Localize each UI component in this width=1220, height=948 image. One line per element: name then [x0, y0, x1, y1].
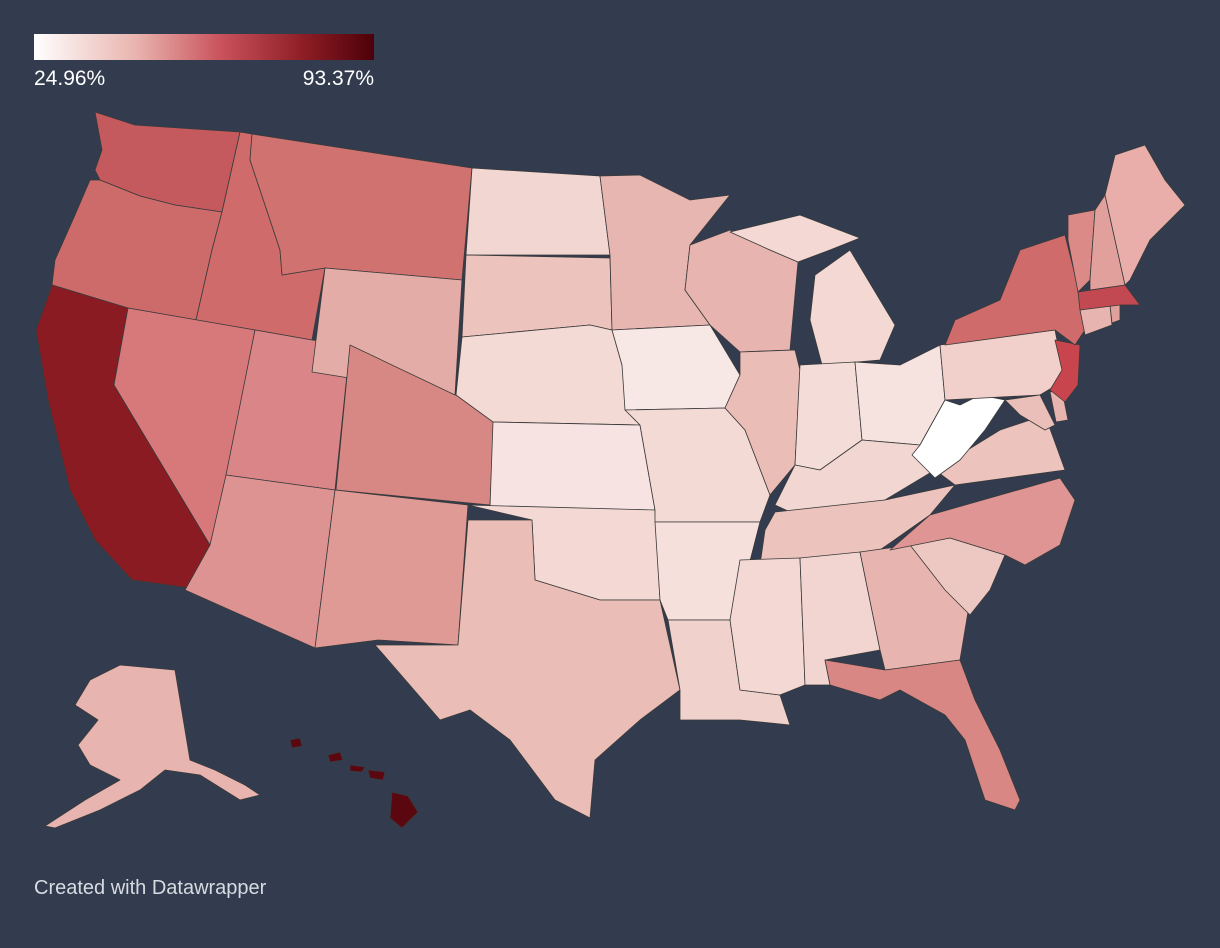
state-michigan[interactable]: [729, 214, 896, 366]
legend-gradient-bar: [34, 34, 374, 60]
state-alaska[interactable]: [44, 664, 261, 829]
state-vermont[interactable]: [1067, 209, 1096, 293]
state-north-carolina[interactable]: [889, 477, 1076, 566]
legend-max-label: 93.37%: [302, 67, 374, 90]
state-arizona[interactable]: [184, 474, 336, 649]
state-florida[interactable]: [824, 659, 1021, 811]
state-maine[interactable]: [1104, 144, 1186, 286]
state-tennessee[interactable]: [759, 484, 956, 566]
state-rhode-island[interactable]: [1109, 303, 1121, 324]
state-maryland[interactable]: [1004, 394, 1056, 431]
color-legend: 24.96% 93.37%: [34, 34, 374, 90]
state-north-dakota[interactable]: [465, 167, 611, 256]
state-nebraska[interactable]: [455, 324, 641, 426]
state-illinois[interactable]: [724, 349, 801, 496]
state-iowa[interactable]: [611, 324, 741, 411]
state-west-virginia[interactable]: [911, 394, 1006, 479]
legend-min-label: 24.96%: [34, 67, 106, 90]
state-mississippi[interactable]: [729, 557, 806, 696]
state-new-jersey[interactable]: [1049, 339, 1081, 403]
state-new-hampshire[interactable]: [1089, 194, 1126, 291]
state-new-york[interactable]: [944, 234, 1086, 346]
state-new-mexico[interactable]: [314, 489, 469, 649]
state-texas[interactable]: [374, 519, 681, 819]
state-hawaii[interactable]: [289, 737, 419, 829]
state-montana[interactable]: [249, 133, 473, 281]
state-kansas[interactable]: [489, 421, 656, 511]
state-virginia[interactable]: [934, 414, 1066, 486]
state-massachusetts[interactable]: [1077, 284, 1141, 311]
credit-text: Created with Datawrapper: [34, 877, 267, 899]
